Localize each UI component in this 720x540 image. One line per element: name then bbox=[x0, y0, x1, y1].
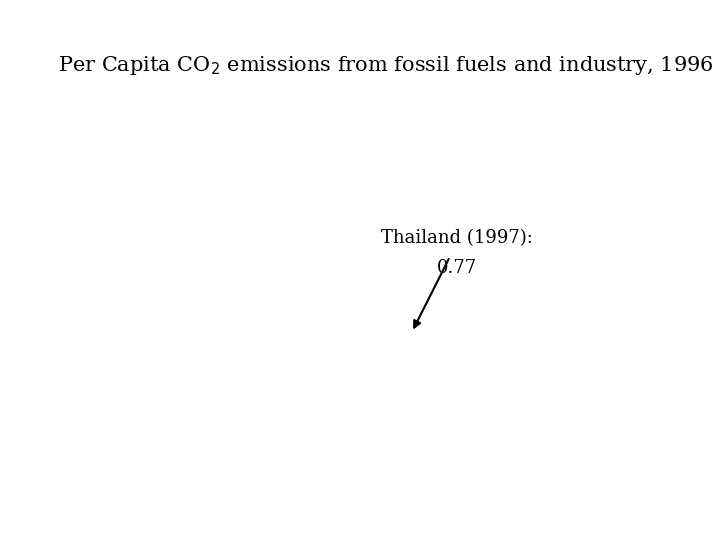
Text: 0.77: 0.77 bbox=[437, 259, 477, 277]
Text: Per Capita CO$_2$ emissions from fossil fuels and industry, 1996: Per Capita CO$_2$ emissions from fossil … bbox=[58, 54, 714, 77]
Text: Thailand (1997):: Thailand (1997): bbox=[382, 230, 533, 247]
